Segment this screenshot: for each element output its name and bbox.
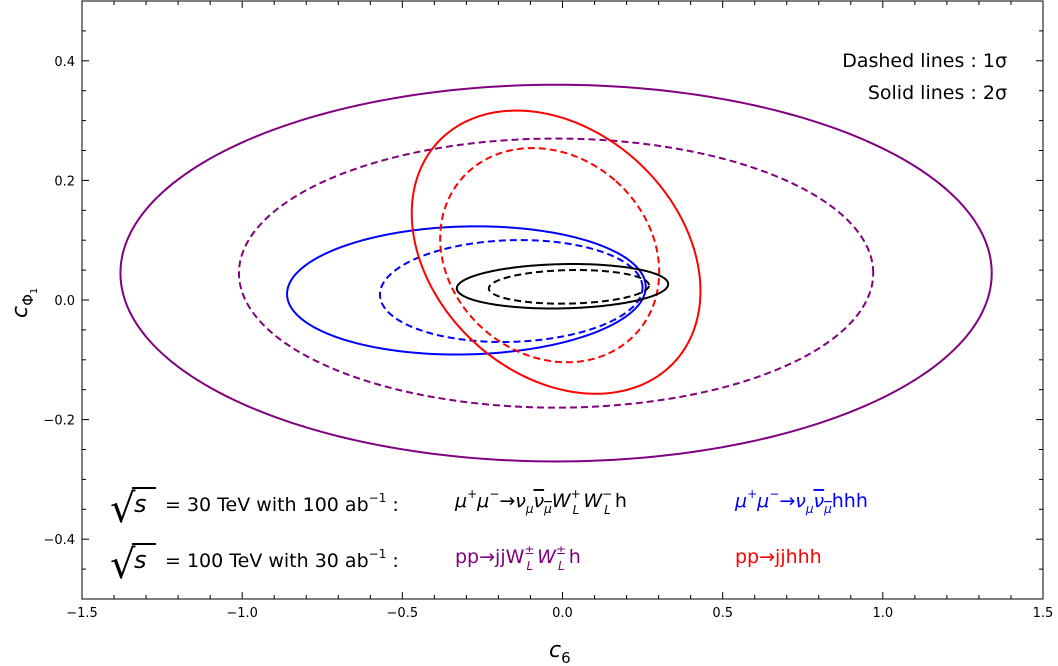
legend-row-100tev: √ s = 100 TeV with 30 ab−1 : pp→jjW± L W± L…: [110, 542, 822, 588]
y-axis-title-subsub: 1: [29, 288, 40, 294]
mu-wwh-e: W: [552, 490, 572, 512]
mu-wwh-a-sup: +: [467, 487, 477, 501]
contour-solid-2sigma-0: [119, 83, 993, 463]
pp-wwh-a-sub: L: [526, 559, 533, 573]
energy-30tev-text: = 30 TeV with 100 ab: [165, 494, 369, 516]
note-solid-lines: Solid lines : 2σ: [868, 82, 1007, 104]
x-axis-title: c6: [549, 638, 571, 666]
mu-wwh-c: ν: [515, 490, 526, 512]
sqrt-symbol: √: [110, 486, 136, 532]
mu-hhh-c: ν: [795, 490, 806, 512]
mu-hhh-c-sub: μ: [805, 502, 814, 516]
mu-wwh-b: μ: [476, 490, 489, 512]
mu-hhh-b: μ: [756, 490, 769, 512]
mu-wwh-arrow: →: [499, 490, 515, 512]
contour-solid-2sigma-4: [410, 109, 702, 395]
sqrt-symbol-2: √: [110, 542, 136, 588]
legend-pp-hhh: pp→jjhhh: [735, 546, 822, 568]
pp-wwh-b-sup: ±: [556, 543, 566, 557]
y-tick-label: 0.2: [54, 174, 75, 189]
x-axis-title-sub: 6: [561, 649, 571, 666]
pp-wwh-a: pp→jjW: [455, 546, 525, 568]
x-tick-label: 1.0: [872, 606, 893, 621]
mu-wwh-f-sub: L: [604, 503, 611, 517]
y-axis-title: cΦ1: [8, 288, 40, 318]
contour-curves: [119, 83, 993, 463]
contour-dashed-1sigma-1: [237, 137, 875, 409]
pp-wwh-g: h: [569, 546, 581, 568]
mu-hhh-a-sup: +: [747, 487, 757, 501]
mu-wwh-e-sub: L: [573, 503, 580, 517]
y-tick-label: 0.4: [54, 55, 75, 70]
s-symbol: s: [134, 490, 147, 518]
x-tick-label: −1.0: [226, 606, 258, 621]
pp-wwh-b: W: [537, 546, 557, 568]
x-tick-label: −0.5: [387, 606, 419, 621]
mu-hhh-b-sup: −: [769, 487, 779, 501]
y-tick-label: −0.2: [43, 414, 75, 429]
mu-wwh-f-sup: −: [602, 487, 612, 501]
energy-30tev-sup: −1: [369, 491, 387, 505]
energy-100tev-sup: −1: [369, 547, 387, 561]
contour-dashed-1sigma-7: [487, 269, 650, 305]
mu-hhh-a: μ: [734, 490, 747, 512]
mu-wwh-g: h: [615, 490, 627, 512]
energy-100tev-text: = 100 TeV with 30 ab: [165, 550, 369, 572]
note-dashed-lines: Dashed lines : 1σ: [842, 50, 1007, 72]
energy-30tev-label: = 30 TeV with 100 ab−1 :: [165, 491, 399, 516]
energy-30tev-colon: :: [386, 494, 398, 516]
s-symbol-2: s: [134, 546, 147, 574]
pp-wwh-a-sup: ±: [524, 543, 534, 557]
energy-100tev-label: = 100 TeV with 30 ab−1 :: [165, 547, 399, 572]
energy-100tev-colon: :: [386, 550, 398, 572]
mu-wwh-c-sub: μ: [525, 502, 534, 516]
mu-hhh-arrow: →: [779, 490, 795, 512]
mu-hhh-g: hhh: [832, 490, 868, 512]
pp-wwh-b-sub: L: [558, 559, 565, 573]
x-axis-title-main: c: [549, 638, 561, 663]
contour-dashed-1sigma-5: [439, 147, 661, 364]
y-tick-label: −0.4: [43, 533, 75, 548]
axis-ticks: −1.5 −1.0 −0.5 0.0 0.5 1.0 1.5 −0.4 −0.2 0.0 0.2 0.…: [43, 0, 1054, 621]
contour-dashed-1sigma-3: [378, 239, 644, 344]
mu-wwh-d: ν: [534, 490, 545, 512]
x-tick-label: −1.5: [66, 606, 98, 621]
mu-wwh-b-sup: −: [489, 487, 499, 501]
contour-solid-2sigma-2: [286, 225, 647, 356]
mu-hhh-d-sub: μ: [823, 502, 832, 516]
y-axis-title-main: c: [8, 306, 33, 318]
x-tick-label: 0.0: [552, 606, 573, 621]
mu-wwh-f: W: [583, 490, 603, 512]
y-tick-label: 0.0: [54, 294, 75, 309]
contour-solid-2sigma-6: [455, 263, 670, 310]
x-tick-label: 1.5: [1033, 606, 1054, 621]
y-axis-title-sub: Φ: [19, 294, 37, 306]
x-tick-label: 0.5: [712, 606, 733, 621]
legend-row-30tev: √ s = 30 TeV with 100 ab−1 : μ+μ−→νμνμW+…: [110, 486, 868, 532]
mu-wwh-a: μ: [454, 490, 467, 512]
mu-wwh-e-sup: +: [571, 487, 581, 501]
mu-wwh-d-sub: μ: [543, 502, 552, 516]
mu-hhh-d: ν: [814, 490, 825, 512]
legend-mu-hhh: μ+μ−→νμνμhhh: [734, 487, 868, 516]
